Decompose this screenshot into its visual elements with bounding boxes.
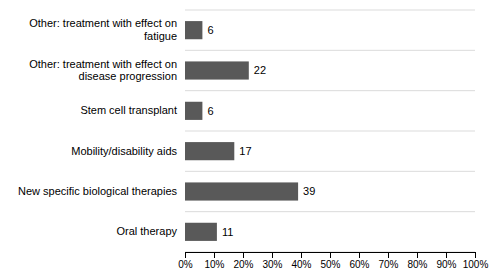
y-tick-label: Other: treatment with effect ondisease p… bbox=[29, 58, 177, 83]
data-label: 6 bbox=[207, 24, 213, 36]
data-label: 6 bbox=[207, 105, 213, 117]
bars bbox=[185, 21, 298, 241]
data-label: 22 bbox=[254, 64, 266, 76]
x-tick: 30% bbox=[262, 252, 282, 270]
x-tick-label: 30% bbox=[262, 259, 282, 270]
y-tick-label: New specific biological therapies bbox=[18, 185, 177, 197]
x-tick-label: 80% bbox=[407, 259, 427, 270]
separator bbox=[185, 171, 475, 172]
x-tick-label: 50% bbox=[320, 259, 340, 270]
x-tick-mark bbox=[272, 252, 273, 258]
y-tick: Stem cell transplant bbox=[80, 104, 177, 116]
separator bbox=[185, 131, 475, 132]
chart: 11391762260%10%20%30%40%50%60%70%80%90%1… bbox=[0, 0, 500, 278]
data-label: 39 bbox=[303, 185, 315, 197]
bar bbox=[185, 142, 234, 160]
x-tick: 90% bbox=[436, 252, 456, 270]
y-tick-label: Oral therapy bbox=[116, 225, 177, 237]
bar bbox=[185, 21, 202, 39]
x-tick-mark bbox=[185, 252, 186, 258]
separator bbox=[185, 211, 475, 212]
y-axis: Oral therapy New specific biological ther… bbox=[18, 17, 177, 237]
data-label: 17 bbox=[239, 145, 251, 157]
x-tick-label: 60% bbox=[349, 259, 369, 270]
x-tick: 40% bbox=[291, 252, 311, 270]
x-tick-label: 90% bbox=[436, 259, 456, 270]
bar bbox=[185, 102, 202, 120]
x-tick: 60% bbox=[349, 252, 369, 270]
y-tick: Other: treatment with effect onfatigue bbox=[29, 17, 177, 42]
plot: 11391762260%10%20%30%40%50%60%70%80%90%1… bbox=[18, 10, 488, 270]
x-tick-mark bbox=[330, 252, 331, 258]
bar bbox=[185, 182, 298, 200]
x-tick-mark bbox=[243, 252, 244, 258]
x-tick-label: 0% bbox=[178, 259, 193, 270]
bar bbox=[185, 61, 249, 79]
x-tick-mark bbox=[417, 252, 418, 258]
bar bbox=[185, 223, 217, 241]
x-tick-mark bbox=[446, 252, 447, 258]
x-tick-mark bbox=[359, 252, 360, 258]
x-tick-mark bbox=[475, 252, 476, 258]
x-tick-label: 40% bbox=[291, 259, 311, 270]
data-label: 11 bbox=[222, 226, 233, 238]
y-tick: New specific biological therapies bbox=[18, 185, 177, 197]
x-tick-label: 100% bbox=[463, 259, 489, 270]
y-tick-label: Mobility/disability aids bbox=[71, 145, 177, 157]
x-axis: 0% 10% 20% 30% 40% 50% 60% 70% 80% 90% 100% bbox=[178, 252, 488, 270]
y-tick-label: Other: treatment with effect onfatigue bbox=[29, 17, 177, 42]
x-tick: 0% bbox=[178, 252, 193, 270]
x-tick: 70% bbox=[378, 252, 398, 270]
y-tick-label: Stem cell transplant bbox=[80, 104, 177, 116]
x-tick-mark bbox=[301, 252, 302, 258]
y-tick: Mobility/disability aids bbox=[71, 145, 177, 157]
x-tick-mark bbox=[388, 252, 389, 258]
x-tick-label: 10% bbox=[204, 259, 224, 270]
separators bbox=[185, 10, 475, 252]
separator bbox=[185, 10, 475, 11]
x-tick: 100% bbox=[463, 252, 489, 270]
x-axis-line bbox=[186, 253, 476, 259]
y-tick: Other: treatment with effect ondisease p… bbox=[29, 58, 177, 83]
x-tick: 50% bbox=[320, 252, 340, 270]
data-labels: 11 39 17 6 22 6 bbox=[207, 24, 315, 238]
x-tick-label: 20% bbox=[233, 259, 253, 270]
separator bbox=[185, 90, 475, 91]
x-tick: 10% bbox=[204, 252, 224, 270]
x-tick: 20% bbox=[233, 252, 253, 270]
x-tick: 80% bbox=[407, 252, 427, 270]
separator bbox=[185, 50, 475, 51]
x-tick-mark bbox=[214, 252, 215, 258]
x-tick-label: 70% bbox=[378, 259, 398, 270]
y-tick: Oral therapy bbox=[116, 225, 177, 237]
